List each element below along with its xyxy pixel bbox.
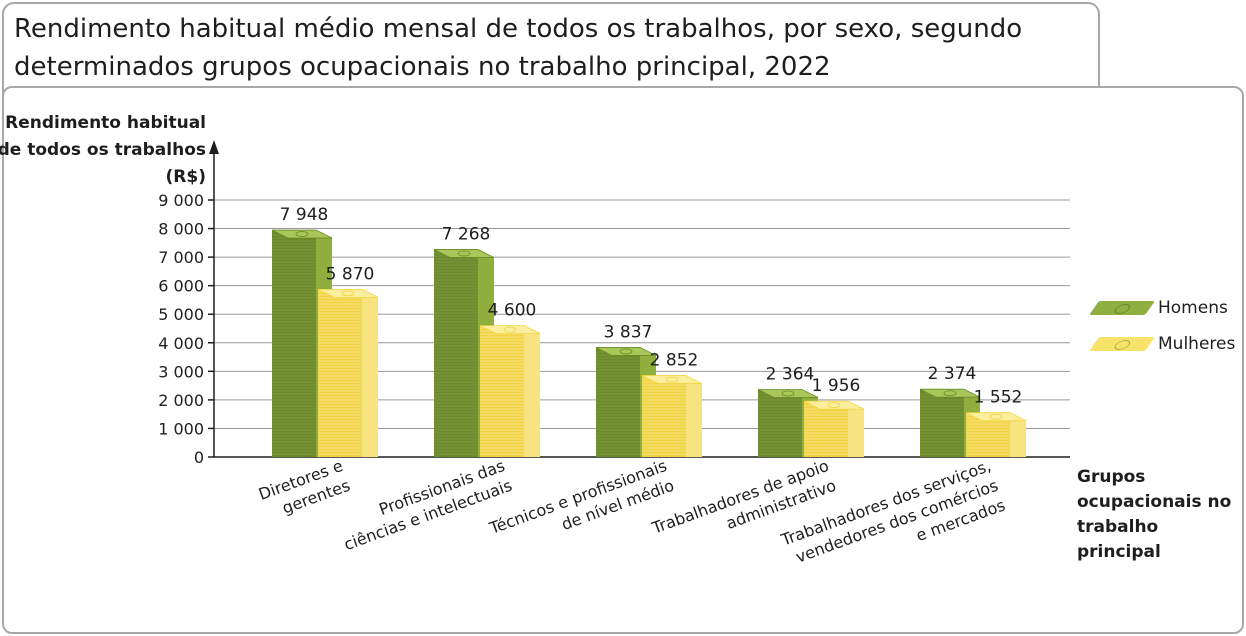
bar-mulheres-2 — [641, 375, 703, 457]
value-label-homens-4: 2 374 — [928, 364, 977, 384]
legend-label-mulheres: Mulheres — [1158, 334, 1236, 354]
y-tick-label: 5 000 — [158, 305, 204, 324]
bar-top-seal — [665, 376, 679, 383]
bar-front — [480, 325, 524, 457]
bar-top-banknote — [803, 400, 865, 410]
bar-side — [362, 289, 378, 457]
value-label-mulheres-3: 1 956 — [812, 376, 861, 396]
value-label-mulheres-0: 5 870 — [326, 264, 375, 284]
bar-top-banknote — [433, 249, 495, 258]
bar-mulheres-0 — [317, 288, 379, 457]
bar-front — [434, 249, 478, 457]
y-tick-label: 3 000 — [158, 362, 204, 381]
legend-item-mulheres: Mulheres — [1086, 326, 1235, 362]
bar-top-seal — [503, 326, 517, 333]
title-tab — [2, 2, 1100, 100]
bar-top-banknote — [317, 288, 379, 298]
value-label-homens-3: 2 364 — [766, 364, 815, 384]
y-tick-label: 4 000 — [158, 334, 204, 353]
bar-side — [524, 325, 540, 457]
bar-top-banknote — [479, 325, 541, 335]
bar-front — [596, 347, 640, 457]
legend: Homens Mulheres — [1086, 290, 1235, 362]
chart-title: Rendimento habitual médio mensal de todo… — [14, 14, 1023, 82]
bar-side — [686, 375, 702, 457]
value-label-homens-0: 7 948 — [280, 205, 329, 225]
bar-top-banknote — [919, 388, 981, 398]
bar-top-seal — [989, 413, 1003, 420]
bar-top-banknote — [757, 389, 819, 398]
legend-mulheres-banknote-icon — [1089, 337, 1155, 351]
category-label-2: Técnicos e profissionaisde nível médio — [486, 456, 676, 558]
value-label-mulheres-2: 2 852 — [650, 351, 699, 371]
value-label-mulheres-1: 4 600 — [488, 301, 537, 321]
bar-front — [804, 401, 848, 457]
y-tick-label: 0 — [194, 448, 204, 467]
bar-top-seal — [341, 290, 355, 297]
bar-top-seal — [619, 348, 633, 355]
bar-top-seal — [943, 390, 957, 397]
y-tick-label: 6 000 — [158, 277, 204, 296]
legend-label-homens: Homens — [1158, 298, 1228, 318]
bar-side — [1010, 412, 1026, 457]
y-tick-label: 2 000 — [158, 391, 204, 410]
bar-front — [758, 389, 802, 457]
bar-mulheres-1 — [479, 325, 541, 457]
legend-homens-banknote-icon — [1089, 301, 1155, 315]
value-label-mulheres-4: 1 552 — [974, 388, 1023, 408]
y-tick-label: 1 000 — [158, 419, 204, 438]
y-tick-label: 8 000 — [158, 220, 204, 239]
value-label-homens-2: 3 837 — [604, 322, 653, 342]
bar-front — [920, 389, 964, 457]
bar-front — [642, 375, 686, 457]
bar-top-banknote — [965, 412, 1027, 422]
category-label-0: Diretores egerentes — [256, 456, 353, 524]
bar-top-seal — [827, 402, 841, 409]
x-axis-label: Grupos ocupacionais no trabalho principa… — [1077, 467, 1232, 562]
y-tick-label: 9 000 — [158, 191, 204, 210]
bar-top-banknote — [595, 347, 657, 356]
bar-top-banknote — [641, 375, 703, 384]
bar-top-seal — [781, 390, 795, 397]
category-label-1: Profissionais dasciências e intelectuais — [334, 456, 514, 554]
value-label-homens-1: 7 268 — [442, 224, 491, 244]
bar-top-seal — [457, 250, 471, 257]
y-axis-arrow-icon — [209, 140, 219, 154]
bar-top-seal — [295, 231, 309, 237]
bar-mulheres-3 — [803, 400, 865, 457]
bar-side — [848, 401, 864, 457]
bar-mulheres-4 — [965, 412, 1027, 457]
bar-top-banknote — [271, 229, 333, 239]
bar-front — [272, 230, 316, 457]
y-axis-label: Rendimento habitual de todos os trabalho… — [0, 113, 206, 187]
legend-item-homens: Homens — [1086, 290, 1235, 326]
y-tick-label: 7 000 — [158, 248, 204, 267]
bar-front — [318, 289, 362, 457]
